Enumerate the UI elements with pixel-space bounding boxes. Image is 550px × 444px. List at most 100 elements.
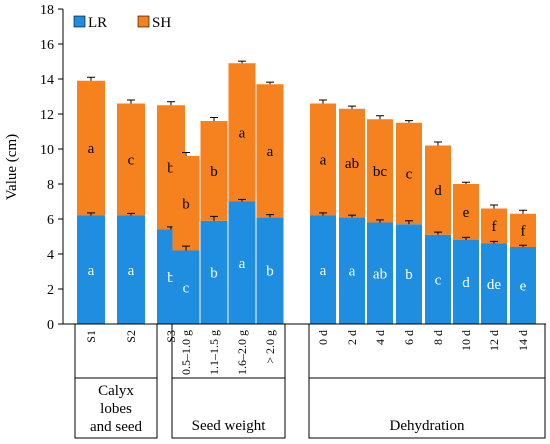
bar-lr bbox=[117, 215, 145, 324]
bar-sh bbox=[481, 208, 507, 244]
letter-sh: c bbox=[406, 167, 413, 183]
legend-label: SH bbox=[152, 15, 171, 31]
letter-sh: a bbox=[320, 153, 327, 169]
letter-lr: ab bbox=[373, 266, 387, 282]
category-label: 0 d bbox=[316, 330, 330, 345]
letter-sh: a bbox=[267, 144, 274, 160]
group-label: Seed weight bbox=[192, 418, 267, 434]
letter-sh: e bbox=[463, 205, 470, 221]
bar-sh bbox=[200, 121, 228, 221]
letter-sh: a bbox=[88, 141, 95, 157]
y-tick-label: 10 bbox=[40, 143, 54, 158]
bar-sh bbox=[310, 103, 336, 216]
category-label: 4 d bbox=[373, 330, 387, 345]
letter-sh: bc bbox=[373, 164, 388, 180]
y-tick-label: 8 bbox=[47, 178, 54, 193]
letter-lr: de bbox=[487, 277, 502, 293]
category-label: 1.6–2.0 g bbox=[235, 330, 249, 375]
letter-lr: b bbox=[210, 265, 218, 281]
bar-lr bbox=[77, 215, 105, 324]
bar-sh bbox=[367, 119, 393, 223]
bar-sh bbox=[77, 80, 105, 216]
letter-sh: f bbox=[521, 223, 526, 239]
bar-lr bbox=[200, 220, 228, 324]
category-label: 6 d bbox=[402, 330, 416, 345]
letter-lr: b bbox=[405, 267, 413, 283]
letter-lr: a bbox=[128, 263, 135, 279]
bar-lr bbox=[367, 222, 393, 324]
bar-sh bbox=[117, 103, 145, 216]
group-label: and seed bbox=[90, 419, 143, 435]
category-label: 0.5–1.0 g bbox=[179, 330, 193, 375]
bar-lr bbox=[339, 217, 365, 324]
category-label: 10 d bbox=[459, 330, 473, 351]
bar-lr bbox=[256, 217, 284, 324]
bar-lr bbox=[425, 234, 451, 324]
letter-lr: b bbox=[266, 264, 274, 280]
category-label: S2 bbox=[124, 330, 138, 343]
bar-lr bbox=[453, 240, 479, 324]
legend-label: LR bbox=[88, 15, 107, 31]
letter-sh: b bbox=[210, 164, 218, 180]
category-label: 8 d bbox=[431, 330, 445, 345]
letter-lr: a bbox=[349, 264, 356, 280]
legend-swatch bbox=[137, 15, 150, 28]
category-label: 1.1–1.5 g bbox=[207, 330, 221, 375]
letter-lr: d bbox=[462, 275, 470, 291]
y-tick-label: 6 bbox=[47, 213, 54, 228]
y-tick-label: 16 bbox=[40, 38, 54, 53]
letter-lr: c bbox=[435, 272, 442, 288]
category-label: S1 bbox=[84, 330, 98, 343]
letter-lr: a bbox=[320, 263, 327, 279]
bar-lr bbox=[172, 250, 200, 324]
bar-sh bbox=[396, 122, 422, 225]
bar-sh bbox=[339, 108, 365, 218]
legend: LR SH bbox=[73, 15, 171, 31]
category-label: 14 d bbox=[516, 330, 530, 351]
category-label: > 2.0 g bbox=[263, 330, 277, 364]
category-label: S3 bbox=[164, 330, 178, 343]
y-tick-label: 14 bbox=[40, 73, 54, 88]
bar-lr bbox=[310, 215, 336, 324]
y-tick-label: 4 bbox=[47, 248, 54, 263]
category-label: 2 d bbox=[345, 330, 359, 345]
bar-sh bbox=[172, 156, 200, 251]
bar-lr bbox=[510, 247, 536, 324]
letter-sh: b bbox=[167, 160, 175, 176]
bar-lr bbox=[396, 224, 422, 324]
y-axis-title: Value (cm) bbox=[4, 134, 20, 200]
y-tick-label: 0 bbox=[47, 318, 54, 333]
group-frame bbox=[308, 323, 546, 439]
axis-layer: 0 2 4 6 8 10 12 14 16 18 S1 S2 S3 Calyx lobes and seed 0… bbox=[40, 3, 546, 439]
bar-sh bbox=[453, 184, 479, 240]
bar-lr bbox=[481, 243, 507, 324]
bar-lr bbox=[228, 201, 256, 324]
group-frame bbox=[74, 323, 158, 439]
group-label: lobes bbox=[100, 401, 132, 417]
bar-sh bbox=[256, 84, 284, 218]
y-tick-label: 12 bbox=[40, 108, 54, 123]
letter-lr: b bbox=[167, 270, 175, 286]
bar-sh bbox=[510, 213, 536, 247]
bar-sh bbox=[425, 145, 451, 235]
category-label: 12 d bbox=[487, 330, 501, 351]
letter-lr: c bbox=[183, 280, 190, 296]
letter-lr: a bbox=[88, 263, 95, 279]
bar-sh bbox=[228, 63, 256, 202]
letter-sh: a bbox=[239, 125, 246, 141]
y-tick-label: 2 bbox=[47, 283, 54, 298]
legend-swatch bbox=[73, 15, 86, 28]
letter-sh: ab bbox=[345, 156, 359, 172]
letter-sh: f bbox=[492, 219, 497, 235]
group-label: Dehydration bbox=[390, 418, 465, 434]
group-label: Calyx bbox=[98, 383, 134, 399]
group-frame bbox=[171, 323, 286, 439]
y-tick-label: 18 bbox=[40, 3, 54, 18]
letter-sh: c bbox=[128, 153, 135, 169]
letter-lr: e bbox=[520, 279, 527, 295]
letter-sh: d bbox=[434, 183, 442, 199]
letter-sh: b bbox=[182, 196, 190, 212]
letter-lr: a bbox=[239, 256, 246, 272]
